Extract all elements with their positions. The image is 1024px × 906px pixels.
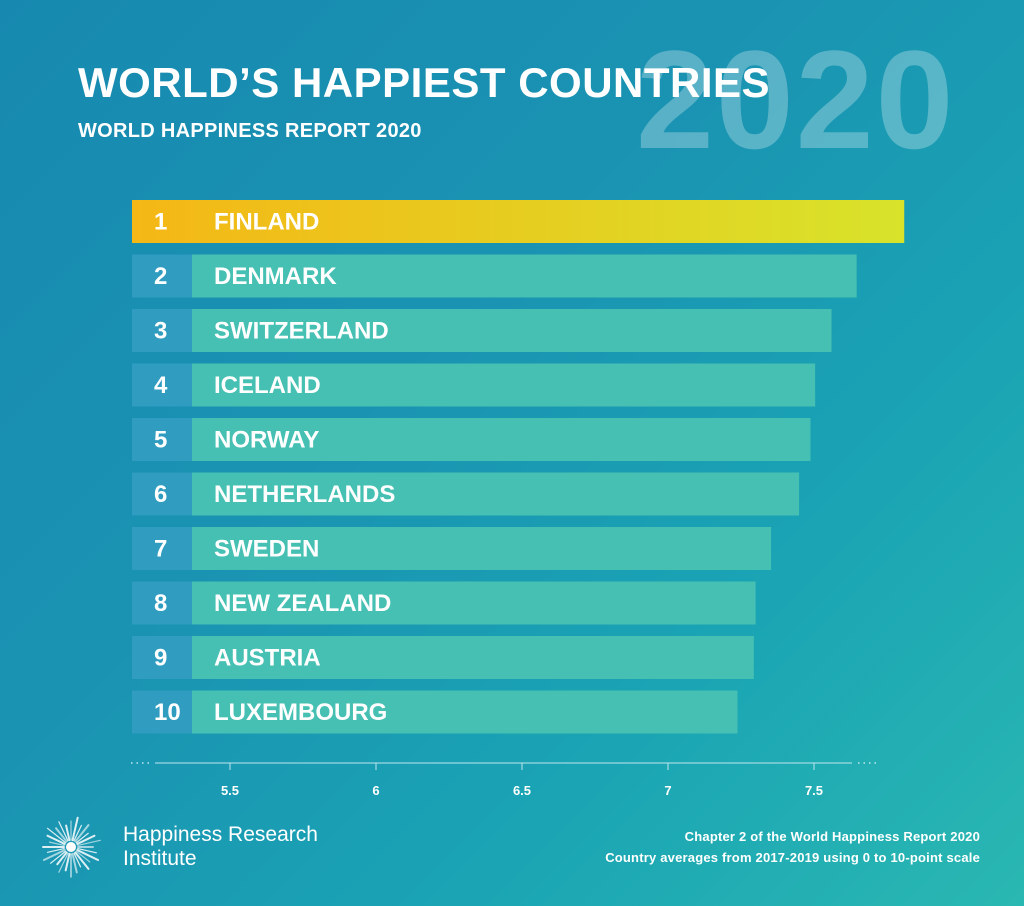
- bar: [132, 363, 816, 407]
- rank-label: 9: [154, 645, 167, 672]
- rank-cell: [132, 309, 192, 352]
- brand-line-2: Institute: [123, 847, 197, 870]
- rank-label: 3: [154, 318, 167, 345]
- bar: [132, 472, 800, 516]
- x-tick-label: 6: [372, 783, 379, 798]
- chart-title: WORLD’S HAPPIEST COUNTRIES: [78, 59, 771, 106]
- rank-cell: [132, 527, 192, 570]
- x-tick-label: 5.5: [221, 783, 239, 798]
- rank-cell: [132, 690, 192, 734]
- x-tick-label: 6.5: [513, 783, 531, 798]
- country-label: NORWAY: [214, 427, 319, 454]
- starburst-logo-icon: [42, 816, 101, 878]
- rank-label: 7: [154, 536, 167, 563]
- bar: [132, 527, 772, 570]
- rank-label: 8: [154, 590, 167, 617]
- rank-cell: [132, 418, 192, 461]
- rank-cell: [132, 581, 192, 625]
- country-label: SWEDEN: [214, 536, 319, 563]
- rank-label: 2: [154, 263, 167, 290]
- footnote-line-1: Chapter 2 of the World Happiness Report …: [684, 829, 980, 844]
- country-label: LUXEMBOURG: [214, 699, 387, 726]
- x-tick-label: 7: [664, 783, 671, 798]
- x-tick-label: 7.5: [805, 783, 823, 798]
- bar: [132, 418, 811, 461]
- rank-cell: [132, 472, 192, 516]
- background-year: 2020: [636, 21, 956, 178]
- country-label: DENMARK: [214, 263, 337, 290]
- rank-cell: [132, 636, 192, 679]
- brand-line-1: Happiness Research: [123, 823, 318, 846]
- bar: [132, 309, 832, 352]
- country-label: NEW ZEALAND: [214, 590, 391, 617]
- bar: [132, 200, 905, 243]
- country-label: AUSTRIA: [214, 645, 321, 672]
- country-label: SWITZERLAND: [214, 318, 389, 345]
- chart-subtitle: WORLD HAPPINESS REPORT 2020: [78, 120, 422, 142]
- country-label: FINLAND: [214, 209, 319, 236]
- rank-label: 10: [154, 699, 181, 726]
- footnote-line-2: Country averages from 2017-2019 using 0 …: [605, 850, 980, 865]
- bar: [132, 254, 857, 298]
- rank-label: 6: [154, 481, 167, 508]
- bar: [132, 690, 738, 734]
- rank-label: 4: [154, 372, 168, 399]
- rank-cell: [132, 254, 192, 298]
- rank-cell: [132, 363, 192, 407]
- rank-label: 5: [154, 427, 167, 454]
- country-label: ICELAND: [214, 372, 321, 399]
- bar: [132, 581, 756, 625]
- rank-label: 1: [154, 209, 167, 236]
- bar: [132, 636, 754, 679]
- country-label: NETHERLANDS: [214, 481, 395, 508]
- brand-name: Happiness Research Institute: [123, 823, 318, 871]
- footnote: Chapter 2 of the World Happiness Report …: [605, 826, 980, 868]
